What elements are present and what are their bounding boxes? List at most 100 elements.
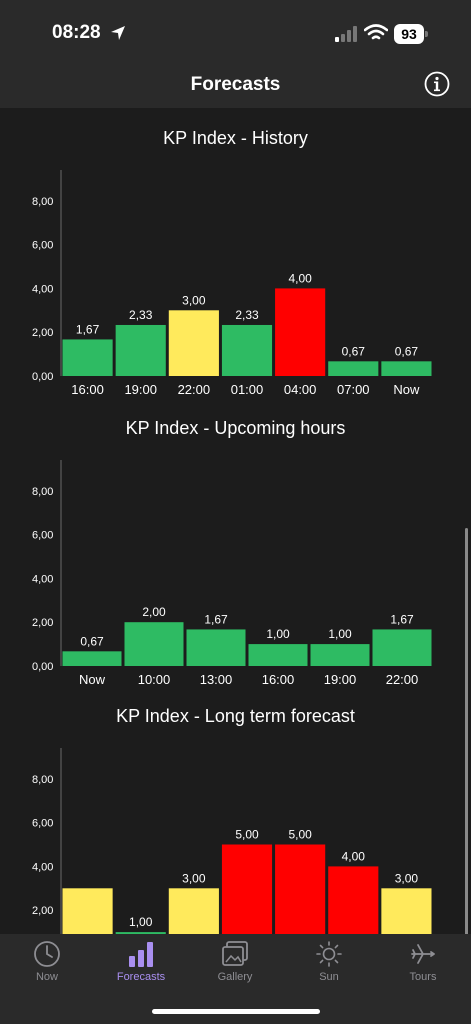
bar-value-label: 1,67 xyxy=(390,612,414,626)
bar xyxy=(124,622,184,666)
bar xyxy=(115,932,166,934)
clock-icon xyxy=(34,941,60,967)
bar xyxy=(328,866,379,934)
bar xyxy=(248,644,308,666)
bar xyxy=(328,361,379,376)
y-tick-label: 2,00 xyxy=(32,327,53,339)
bar-value-label: 2,33 xyxy=(129,308,153,322)
bar xyxy=(115,324,166,376)
x-tick-label: 16:00 xyxy=(262,672,295,687)
longterm-chart-title: KP Index - Long term forecast xyxy=(116,706,355,726)
x-tick-label: 19:00 xyxy=(324,672,357,687)
page-title: Forecasts xyxy=(190,74,281,95)
upcoming-hours-chart: 0,00 2,00 4,00 6,00 8,00 0,67 Now 2,00 10:00 1,67… xyxy=(32,460,432,687)
bar-chart-icon xyxy=(129,942,153,967)
history-chart-title: KP Index - History xyxy=(163,128,308,148)
airplane-icon xyxy=(411,944,435,964)
y-tick-label: 8,00 xyxy=(32,196,53,208)
tab-now[interactable]: Now xyxy=(0,940,94,990)
y-tick-label: 0,00 xyxy=(32,661,53,673)
x-tick-label: 19:00 xyxy=(124,382,157,397)
battery-tip xyxy=(425,31,428,37)
bar-value-label: 0,67 xyxy=(80,634,104,648)
bar-value-label: 3,00 xyxy=(182,871,206,885)
tab-now-label: Now xyxy=(35,971,58,983)
x-tick-label: 10:00 xyxy=(138,672,171,687)
tab-tours[interactable]: Tours xyxy=(376,940,470,990)
status-time: 08:28 xyxy=(52,22,101,43)
bar-value-label: 1,00 xyxy=(328,627,352,641)
tab-forecasts-label: Forecasts xyxy=(116,971,166,983)
bar xyxy=(186,629,246,666)
x-tick-label: 22:00 xyxy=(178,382,211,397)
x-tick-label: Now xyxy=(393,382,420,397)
battery-level: 93 xyxy=(394,24,424,44)
bar-value-label: 1,00 xyxy=(266,627,290,641)
bar-value-label: 4,00 xyxy=(288,271,312,285)
bar xyxy=(381,361,432,376)
tab-gallery-label: Gallery xyxy=(217,971,253,983)
y-tick-label: 6,00 xyxy=(32,818,53,830)
bar-value-label: 1,67 xyxy=(204,612,228,626)
bar-value-label: 0,67 xyxy=(395,344,419,358)
sun-icon xyxy=(316,941,342,967)
bar-value-label: 2,33 xyxy=(235,308,259,322)
bar xyxy=(62,339,113,376)
x-tick-label: 04:00 xyxy=(284,382,317,397)
y-tick-label: 2,00 xyxy=(32,617,53,629)
x-tick-label: 13:00 xyxy=(200,672,233,687)
bar-value-label: 3,00 xyxy=(182,293,206,307)
bar-value-label: 2,00 xyxy=(142,605,166,619)
bar-value-label: 5,00 xyxy=(288,828,312,842)
tab-tours-label: Tours xyxy=(409,971,437,983)
tab-forecasts[interactable]: Forecasts xyxy=(94,940,188,990)
history-chart: 0,00 2,00 4,00 6,00 8,00 1,67 16:00 2,33 19:00 3,… xyxy=(32,170,432,397)
status-bar: 08:28 93 xyxy=(0,0,471,62)
bar xyxy=(221,844,273,934)
gallery-icon xyxy=(222,941,248,966)
x-tick-label: 22:00 xyxy=(386,672,419,687)
y-tick-label: 4,00 xyxy=(32,861,53,873)
x-tick-label: 16:00 xyxy=(71,382,104,397)
bar-value-label: 1,00 xyxy=(129,915,153,929)
bar xyxy=(168,888,219,934)
bar xyxy=(372,629,432,666)
scroll-indicator[interactable] xyxy=(465,528,468,934)
bar-value-label: 3,00 xyxy=(395,871,419,885)
bar-value-label: 5,00 xyxy=(235,828,259,842)
x-tick-label: 07:00 xyxy=(337,382,370,397)
tab-sun[interactable]: Sun xyxy=(282,940,376,990)
bar xyxy=(221,324,273,376)
y-tick-label: 8,00 xyxy=(32,486,53,498)
bar xyxy=(168,310,219,376)
info-icon[interactable] xyxy=(424,71,450,97)
bar xyxy=(275,288,326,376)
navigation-bar: Forecasts xyxy=(0,62,471,108)
bar xyxy=(62,888,113,934)
home-indicator xyxy=(152,1009,320,1014)
upcoming-chart-title: KP Index - Upcoming hours xyxy=(125,418,346,438)
y-tick-label: 0,00 xyxy=(32,371,53,383)
y-tick-label: 2,00 xyxy=(32,905,53,917)
wifi-icon xyxy=(364,24,388,40)
tab-gallery[interactable]: Gallery xyxy=(188,940,282,990)
bar xyxy=(381,888,432,934)
bar-value-label: 0,67 xyxy=(342,344,366,358)
tab-sun-label: Sun xyxy=(319,971,339,983)
y-tick-label: 8,00 xyxy=(32,774,53,786)
x-tick-label: 01:00 xyxy=(231,382,264,397)
x-tick-label: Now xyxy=(79,672,106,687)
forecast-content[interactable]: KP Index - History 0,00 2,00 4,00 6,00 8,00 1… xyxy=(0,108,471,934)
long-term-chart: 0,002,004,006,008,001,003,005,005,004,00… xyxy=(32,748,432,934)
location-arrow-icon xyxy=(111,26,125,40)
y-tick-label: 4,00 xyxy=(32,283,53,295)
y-tick-label: 6,00 xyxy=(32,240,53,252)
bar-value-label: 4,00 xyxy=(342,849,366,863)
bar xyxy=(275,844,326,934)
bar xyxy=(62,651,122,666)
y-tick-label: 4,00 xyxy=(32,573,53,585)
y-tick-label: 6,00 xyxy=(32,530,53,542)
bar xyxy=(310,644,370,666)
battery-indicator: 93 xyxy=(394,24,428,44)
bar-value-label: 1,67 xyxy=(76,322,100,336)
